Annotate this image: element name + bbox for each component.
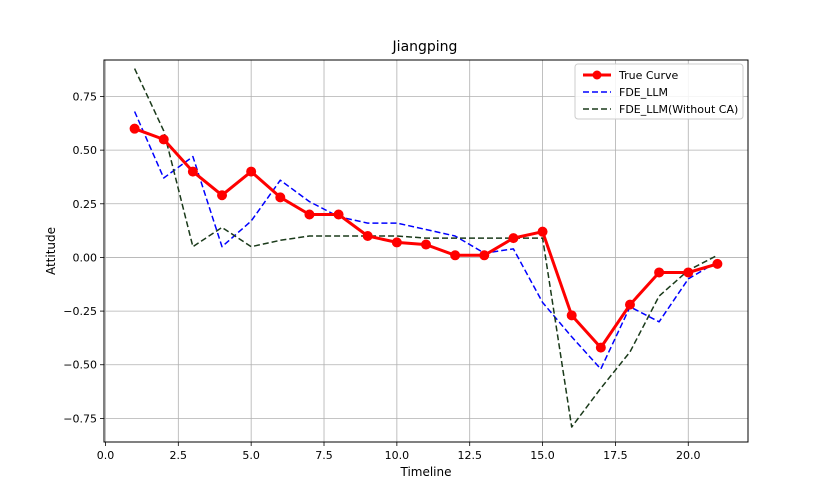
y-tick-label: 0.25 xyxy=(73,198,98,211)
data-point xyxy=(275,192,286,203)
data-point xyxy=(217,190,228,201)
legend-label: FDE_LLM xyxy=(619,86,668,99)
data-point xyxy=(683,267,694,278)
legend-marker xyxy=(592,70,602,80)
data-point xyxy=(479,250,490,261)
grid-lines xyxy=(104,60,748,442)
x-tick-label: 10.0 xyxy=(385,449,410,462)
x-tick-label: 15.0 xyxy=(530,449,555,462)
series-line xyxy=(133,111,718,370)
data-point xyxy=(712,258,723,269)
data-point xyxy=(421,239,431,250)
y-tick-label: −0.25 xyxy=(63,305,97,318)
y-tick-label: 0.00 xyxy=(73,251,98,264)
plot-area xyxy=(103,59,749,443)
data-point xyxy=(508,233,519,244)
legend: True Curve FDE_LLM FDE_LLM(Without CA) xyxy=(574,63,744,120)
legend-box xyxy=(574,63,744,120)
data-point xyxy=(246,166,257,177)
x-tick-label: 7.5 xyxy=(315,449,333,462)
data-point xyxy=(566,310,577,321)
legend-label: True Curve xyxy=(618,69,679,82)
data-point xyxy=(304,209,315,220)
data-point xyxy=(595,342,606,353)
chart-title: Jiangping xyxy=(392,39,458,55)
axis-ticks: 0.0 2.5 5.0 7.5 10.0 12.5 15.0 17.5 20.0 −0.75 −0.… xyxy=(63,90,700,462)
x-tick-label: 12.5 xyxy=(457,449,482,462)
y-axis-label: Attitude xyxy=(44,227,58,275)
series-line xyxy=(133,68,718,428)
x-tick-label: 20.0 xyxy=(676,449,701,462)
data-point xyxy=(187,166,198,177)
x-tick-label: 0.0 xyxy=(97,449,115,462)
y-tick-label: 0.50 xyxy=(73,144,98,157)
legend-label: FDE_LLM(Without CA) xyxy=(619,103,738,116)
y-tick-label: −0.50 xyxy=(63,359,97,372)
x-axis-label: Timeline xyxy=(399,465,451,479)
y-tick-label: 0.75 xyxy=(73,90,98,103)
data-point xyxy=(450,250,461,261)
y-tick-label: −0.75 xyxy=(63,412,97,425)
x-tick-label: 2.5 xyxy=(170,449,188,462)
series-lines xyxy=(129,68,723,428)
data-point xyxy=(391,237,402,248)
data-point xyxy=(333,209,344,220)
data-point xyxy=(158,134,169,145)
x-tick-label: 17.5 xyxy=(603,449,628,462)
data-point xyxy=(362,230,373,241)
data-point xyxy=(129,123,140,134)
x-tick-label: 5.0 xyxy=(242,449,260,462)
data-point xyxy=(624,299,635,310)
data-point xyxy=(537,226,548,237)
data-point xyxy=(654,267,665,278)
